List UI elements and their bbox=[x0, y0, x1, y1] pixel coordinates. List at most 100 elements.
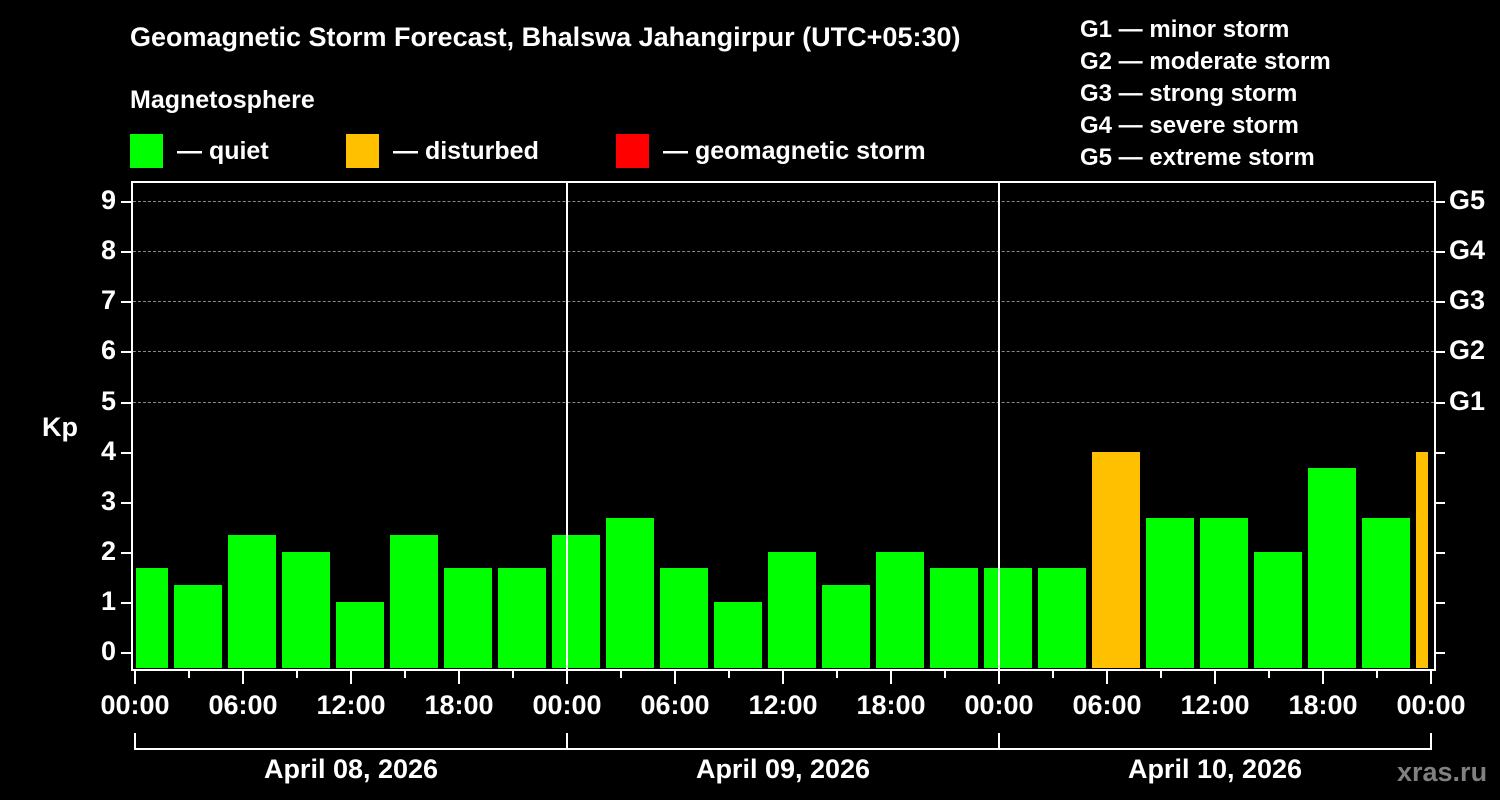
g-tick-label-G3: G3 bbox=[1449, 285, 1486, 315]
day-divider-1 bbox=[566, 182, 568, 669]
g-tick-label-G5: G5 bbox=[1449, 185, 1486, 215]
x-tick-label: 06:00 bbox=[208, 690, 278, 720]
date-label: April 10, 2026 bbox=[1127, 754, 1303, 784]
date-bracket-tick bbox=[1430, 733, 1432, 750]
y-tick-0 bbox=[121, 652, 131, 654]
kp-bar bbox=[1038, 568, 1086, 668]
kp-bar bbox=[1308, 468, 1356, 668]
date-bracket-tick bbox=[566, 733, 568, 750]
kp-bar bbox=[822, 585, 870, 668]
x-tick-label: 18:00 bbox=[1288, 690, 1358, 720]
y-tick-right-1 bbox=[1435, 602, 1445, 604]
kp-bar bbox=[498, 568, 546, 668]
g-tick-label-G2: G2 bbox=[1449, 335, 1486, 365]
y-tick-right-6 bbox=[1435, 351, 1445, 353]
kp-bar bbox=[1254, 552, 1302, 668]
y-tick-label-7: 7 bbox=[100, 285, 116, 315]
legend-disturbed: — disturbed bbox=[346, 134, 539, 168]
gridline-kp-9 bbox=[133, 201, 1434, 202]
kp-bar bbox=[930, 568, 978, 668]
x-tick bbox=[512, 670, 514, 678]
y-tick-label-9: 9 bbox=[100, 185, 116, 215]
x-tick bbox=[566, 670, 568, 684]
y-axis-label: Kp bbox=[42, 412, 78, 442]
x-tick bbox=[1376, 670, 1378, 678]
disturbed-swatch-icon bbox=[346, 134, 379, 168]
x-tick bbox=[728, 670, 730, 678]
x-tick-label: 12:00 bbox=[748, 690, 818, 720]
x-tick bbox=[890, 670, 892, 684]
legend-quiet: — quiet bbox=[130, 134, 269, 168]
y-tick-right-8 bbox=[1435, 251, 1445, 253]
date-label: April 08, 2026 bbox=[263, 754, 439, 784]
x-tick-label: 00:00 bbox=[1396, 690, 1466, 720]
x-tick bbox=[1160, 670, 1162, 678]
x-tick bbox=[134, 670, 136, 684]
y-tick-label-0: 0 bbox=[100, 636, 116, 666]
g-scale-legend: G1 — minor storm G2 — moderate storm G3 … bbox=[1080, 14, 1331, 174]
x-tick bbox=[350, 670, 352, 684]
date-bracket-tick bbox=[998, 733, 1000, 750]
legend-quiet-label: — quiet bbox=[177, 136, 269, 165]
x-tick-label: 12:00 bbox=[316, 690, 386, 720]
chart-title: Geomagnetic Storm Forecast, Bhalswa Jaha… bbox=[130, 22, 961, 52]
kp-bar bbox=[660, 568, 708, 668]
y-tick-right-2 bbox=[1435, 552, 1445, 554]
legend-storm-label: — geomagnetic storm bbox=[663, 136, 926, 165]
date-label: April 09, 2026 bbox=[695, 754, 871, 784]
kp-bar bbox=[714, 602, 762, 668]
x-tick bbox=[836, 670, 838, 678]
y-tick-8 bbox=[121, 251, 131, 253]
g4-legend: G4 — severe storm bbox=[1080, 112, 1299, 139]
y-tick-right-3 bbox=[1435, 502, 1445, 504]
legend-disturbed-label: — disturbed bbox=[393, 136, 539, 165]
kp-bar bbox=[1092, 452, 1140, 668]
y-tick-4 bbox=[121, 452, 131, 454]
kp-bar bbox=[1146, 518, 1194, 668]
x-tick bbox=[620, 670, 622, 678]
x-tick bbox=[1268, 670, 1270, 678]
x-tick bbox=[998, 670, 1000, 684]
g-tick-label-G4: G4 bbox=[1449, 235, 1486, 265]
y-tick-label-4: 4 bbox=[100, 436, 116, 466]
kp-bar bbox=[876, 552, 924, 668]
y-tick-right-5 bbox=[1435, 402, 1445, 404]
y-tick-label-2: 2 bbox=[100, 536, 116, 566]
y-tick-label-6: 6 bbox=[100, 335, 116, 365]
kp-bar bbox=[336, 602, 384, 668]
y-tick-6 bbox=[121, 351, 131, 353]
y-tick-1 bbox=[121, 602, 131, 604]
x-tick bbox=[674, 670, 676, 684]
x-tick-label: 06:00 bbox=[640, 690, 710, 720]
x-tick bbox=[1430, 670, 1432, 684]
gridline-kp-7 bbox=[133, 301, 1434, 302]
kp-bar bbox=[768, 552, 816, 668]
x-tick bbox=[404, 670, 406, 678]
kp-bar bbox=[282, 552, 330, 668]
x-tick bbox=[188, 670, 190, 678]
y-tick-label-1: 1 bbox=[100, 586, 116, 616]
gridline-kp-5 bbox=[133, 402, 1434, 403]
x-tick bbox=[1052, 670, 1054, 678]
kp-bar bbox=[228, 535, 276, 668]
y-tick-right-7 bbox=[1435, 301, 1445, 303]
x-tick bbox=[1322, 670, 1324, 684]
g1-legend: G1 — minor storm bbox=[1080, 16, 1290, 43]
x-tick-label: 00:00 bbox=[100, 690, 170, 720]
g3-legend: G3 — strong storm bbox=[1080, 80, 1298, 107]
x-tick bbox=[296, 670, 298, 678]
gridline-kp-6 bbox=[133, 351, 1434, 352]
x-tick bbox=[1106, 670, 1108, 684]
kp-bar bbox=[1416, 452, 1428, 668]
legend-storm: — geomagnetic storm bbox=[616, 134, 926, 168]
plot-frame bbox=[131, 181, 1436, 671]
y-tick-3 bbox=[121, 502, 131, 504]
x-tick-label: 18:00 bbox=[856, 690, 926, 720]
y-tick-right-9 bbox=[1435, 201, 1445, 203]
kp-bar bbox=[390, 535, 438, 668]
x-tick bbox=[458, 670, 460, 684]
y-tick-right-0 bbox=[1435, 652, 1445, 654]
y-tick-right-4 bbox=[1435, 452, 1445, 454]
y-tick-label-3: 3 bbox=[100, 486, 116, 516]
y-tick-2 bbox=[121, 552, 131, 554]
